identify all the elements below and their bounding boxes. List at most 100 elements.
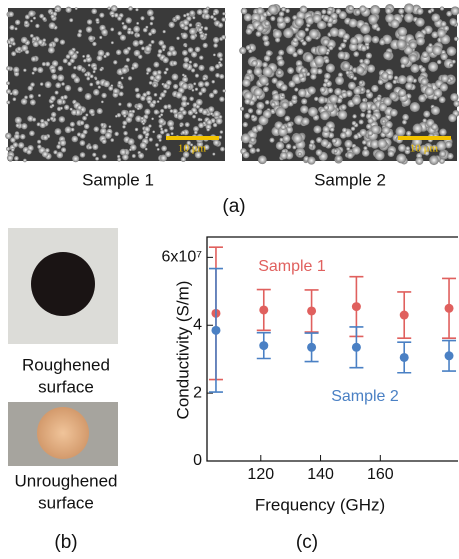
grain: [129, 148, 132, 151]
grain: [342, 128, 347, 133]
grain: [281, 93, 285, 97]
grain: [415, 157, 423, 165]
grain: [241, 133, 251, 143]
grain: [5, 133, 11, 139]
grain: [117, 81, 121, 85]
grain: [248, 143, 253, 148]
grain: [309, 29, 319, 39]
y-tick-label: 2: [193, 384, 202, 401]
grain: [28, 10, 34, 16]
grain: [123, 48, 129, 54]
grain: [37, 140, 41, 144]
y-axis-label: Conductivity (S/m): [173, 281, 192, 420]
grain: [277, 16, 284, 23]
grain: [346, 71, 350, 75]
grain: [64, 105, 69, 110]
grain: [205, 33, 208, 36]
grain: [159, 97, 162, 100]
data-point: [400, 311, 409, 320]
grain: [93, 70, 96, 73]
grain: [101, 29, 108, 36]
figure: 10 μm 10 μm Sample 1 Sample 2 (a) Roughe…: [0, 0, 459, 554]
grain: [262, 35, 269, 42]
grain: [292, 145, 296, 149]
grain: [93, 126, 99, 132]
grain: [396, 153, 406, 163]
grain: [165, 68, 168, 71]
grain: [195, 74, 199, 78]
grain: [9, 25, 14, 30]
grain: [160, 130, 165, 135]
grain: [11, 148, 14, 151]
grain: [158, 49, 163, 54]
grain: [448, 114, 456, 122]
grain: [440, 7, 444, 11]
grain: [219, 96, 224, 101]
grain: [338, 51, 346, 59]
grain: [329, 46, 334, 51]
grain: [91, 8, 97, 14]
grain: [367, 65, 375, 73]
grain: [420, 67, 426, 73]
grain: [366, 53, 372, 59]
grain: [251, 115, 255, 119]
grain: [416, 18, 425, 27]
grain: [117, 155, 120, 158]
grain: [63, 58, 68, 63]
grain: [37, 145, 41, 149]
grain: [119, 91, 124, 96]
grain: [258, 155, 267, 164]
grain: [56, 144, 61, 149]
grain: [278, 50, 284, 56]
grain: [324, 78, 329, 83]
grain: [161, 146, 167, 152]
grain: [123, 131, 128, 136]
sem-image: [239, 3, 459, 165]
series-label: Sample 2: [331, 388, 399, 405]
grain: [246, 45, 251, 50]
grain: [196, 99, 203, 106]
grain: [293, 37, 298, 42]
grain: [128, 76, 132, 80]
grain: [32, 118, 36, 122]
grain: [85, 93, 92, 100]
grain: [151, 117, 154, 120]
grain: [202, 109, 208, 115]
grain: [370, 104, 376, 110]
grain: [301, 98, 307, 104]
grain: [154, 93, 158, 97]
grain: [31, 56, 36, 61]
grain: [30, 99, 36, 105]
grain: [152, 100, 156, 104]
grain: [256, 148, 260, 152]
grain: [385, 8, 391, 14]
grain: [347, 152, 354, 159]
grain: [14, 134, 20, 140]
grain: [26, 149, 31, 154]
grain: [136, 33, 140, 37]
caption: Roughened: [22, 355, 110, 374]
grain: [387, 74, 393, 80]
grain: [15, 20, 20, 25]
grain: [297, 49, 303, 55]
grain: [163, 83, 168, 88]
grain: [123, 114, 126, 117]
grain: [341, 104, 347, 110]
grain: [406, 131, 411, 136]
grain: [137, 107, 140, 110]
grain: [122, 25, 127, 30]
grain: [21, 37, 28, 44]
grain: [171, 132, 174, 135]
grain: [51, 112, 56, 117]
grain: [49, 43, 54, 48]
grain: [149, 81, 153, 85]
grain: [210, 112, 213, 115]
grain: [340, 132, 347, 139]
grain: [70, 122, 75, 127]
grain: [150, 16, 155, 21]
grain: [115, 115, 118, 118]
grain: [433, 95, 438, 100]
grain: [21, 123, 27, 129]
grain: [135, 8, 138, 11]
grain: [202, 77, 206, 81]
